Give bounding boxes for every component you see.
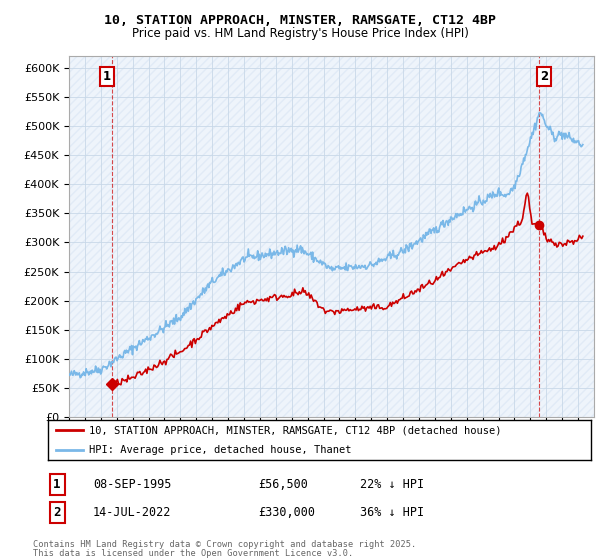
Text: £56,500: £56,500 <box>258 478 308 491</box>
HPI: Average price, detached house, Thanet: (2.02e+03, 5.22e+05): Average price, detached house, Thanet: (… <box>536 110 544 116</box>
10, STATION APPROACH, MINSTER, RAMSGATE, CT12 4BP (detached house) <box>452 263 459 270</box>
Text: HPI: Average price, detached house, Thanet: HPI: Average price, detached house, Than… <box>89 445 351 455</box>
HPI: Average price, detached house, Thanet: (1.99e+03, 7.4e+04): Average price, detached house, Thanet: (… <box>65 371 73 377</box>
Text: 2: 2 <box>539 70 548 83</box>
HPI: Average price, detached house, Thanet: (2.01e+03, 2.62e+05): Average price, detached house, Thanet: (… <box>369 261 376 268</box>
10, STATION APPROACH, MINSTER, RAMSGATE, CT12 4BP (detached house) <box>524 190 531 197</box>
HPI: Average price, detached house, Thanet: (2.02e+03, 3.43e+05): Average price, detached house, Thanet: (… <box>453 214 460 221</box>
HPI: Average price, detached house, Thanet: (2.01e+03, 2.94e+05): Average price, detached house, Thanet: (… <box>409 242 416 249</box>
Text: 1: 1 <box>53 478 61 491</box>
Line: 10, STATION APPROACH, MINSTER, RAMSGATE, CT12 4BP (detached house): 10, STATION APPROACH, MINSTER, RAMSGATE,… <box>112 193 583 386</box>
HPI: Average price, detached house, Thanet: (2e+03, 2.1e+05): Average price, detached house, Thanet: (… <box>199 292 206 298</box>
Text: 10, STATION APPROACH, MINSTER, RAMSGATE, CT12 4BP (detached house): 10, STATION APPROACH, MINSTER, RAMSGATE,… <box>89 425 501 435</box>
HPI: Average price, detached house, Thanet: (1.99e+03, 6.79e+04): Average price, detached house, Thanet: (… <box>77 374 84 381</box>
Text: 10, STATION APPROACH, MINSTER, RAMSGATE, CT12 4BP: 10, STATION APPROACH, MINSTER, RAMSGATE,… <box>104 14 496 27</box>
10, STATION APPROACH, MINSTER, RAMSGATE, CT12 4BP (detached house) <box>449 264 457 270</box>
10, STATION APPROACH, MINSTER, RAMSGATE, CT12 4BP (detached house) <box>406 292 413 299</box>
10, STATION APPROACH, MINSTER, RAMSGATE, CT12 4BP (detached house) <box>263 297 270 304</box>
Text: 1: 1 <box>103 70 111 83</box>
Line: HPI: Average price, detached house, Thanet: HPI: Average price, detached house, Than… <box>69 113 583 377</box>
Text: This data is licensed under the Open Government Licence v3.0.: This data is licensed under the Open Gov… <box>33 549 353 558</box>
Text: 22% ↓ HPI: 22% ↓ HPI <box>360 478 424 491</box>
10, STATION APPROACH, MINSTER, RAMSGATE, CT12 4BP (detached house) <box>109 382 116 389</box>
HPI: Average price, detached house, Thanet: (2.03e+03, 4.68e+05): Average price, detached house, Thanet: (… <box>579 141 586 148</box>
10, STATION APPROACH, MINSTER, RAMSGATE, CT12 4BP (detached house) <box>108 380 115 386</box>
Text: 14-JUL-2022: 14-JUL-2022 <box>93 506 172 519</box>
10, STATION APPROACH, MINSTER, RAMSGATE, CT12 4BP (detached house) <box>579 233 586 240</box>
Text: £330,000: £330,000 <box>258 506 315 519</box>
Text: 08-SEP-1995: 08-SEP-1995 <box>93 478 172 491</box>
10, STATION APPROACH, MINSTER, RAMSGATE, CT12 4BP (detached house) <box>166 353 173 360</box>
Text: 2: 2 <box>53 506 61 519</box>
Text: 36% ↓ HPI: 36% ↓ HPI <box>360 506 424 519</box>
10, STATION APPROACH, MINSTER, RAMSGATE, CT12 4BP (detached house) <box>296 288 303 295</box>
Text: Price paid vs. HM Land Registry's House Price Index (HPI): Price paid vs. HM Land Registry's House … <box>131 27 469 40</box>
Text: Contains HM Land Registry data © Crown copyright and database right 2025.: Contains HM Land Registry data © Crown c… <box>33 540 416 549</box>
HPI: Average price, detached house, Thanet: (2.01e+03, 2.91e+05): Average price, detached house, Thanet: (… <box>299 244 306 251</box>
HPI: Average price, detached house, Thanet: (2e+03, 1.51e+05): Average price, detached house, Thanet: (… <box>157 326 164 333</box>
